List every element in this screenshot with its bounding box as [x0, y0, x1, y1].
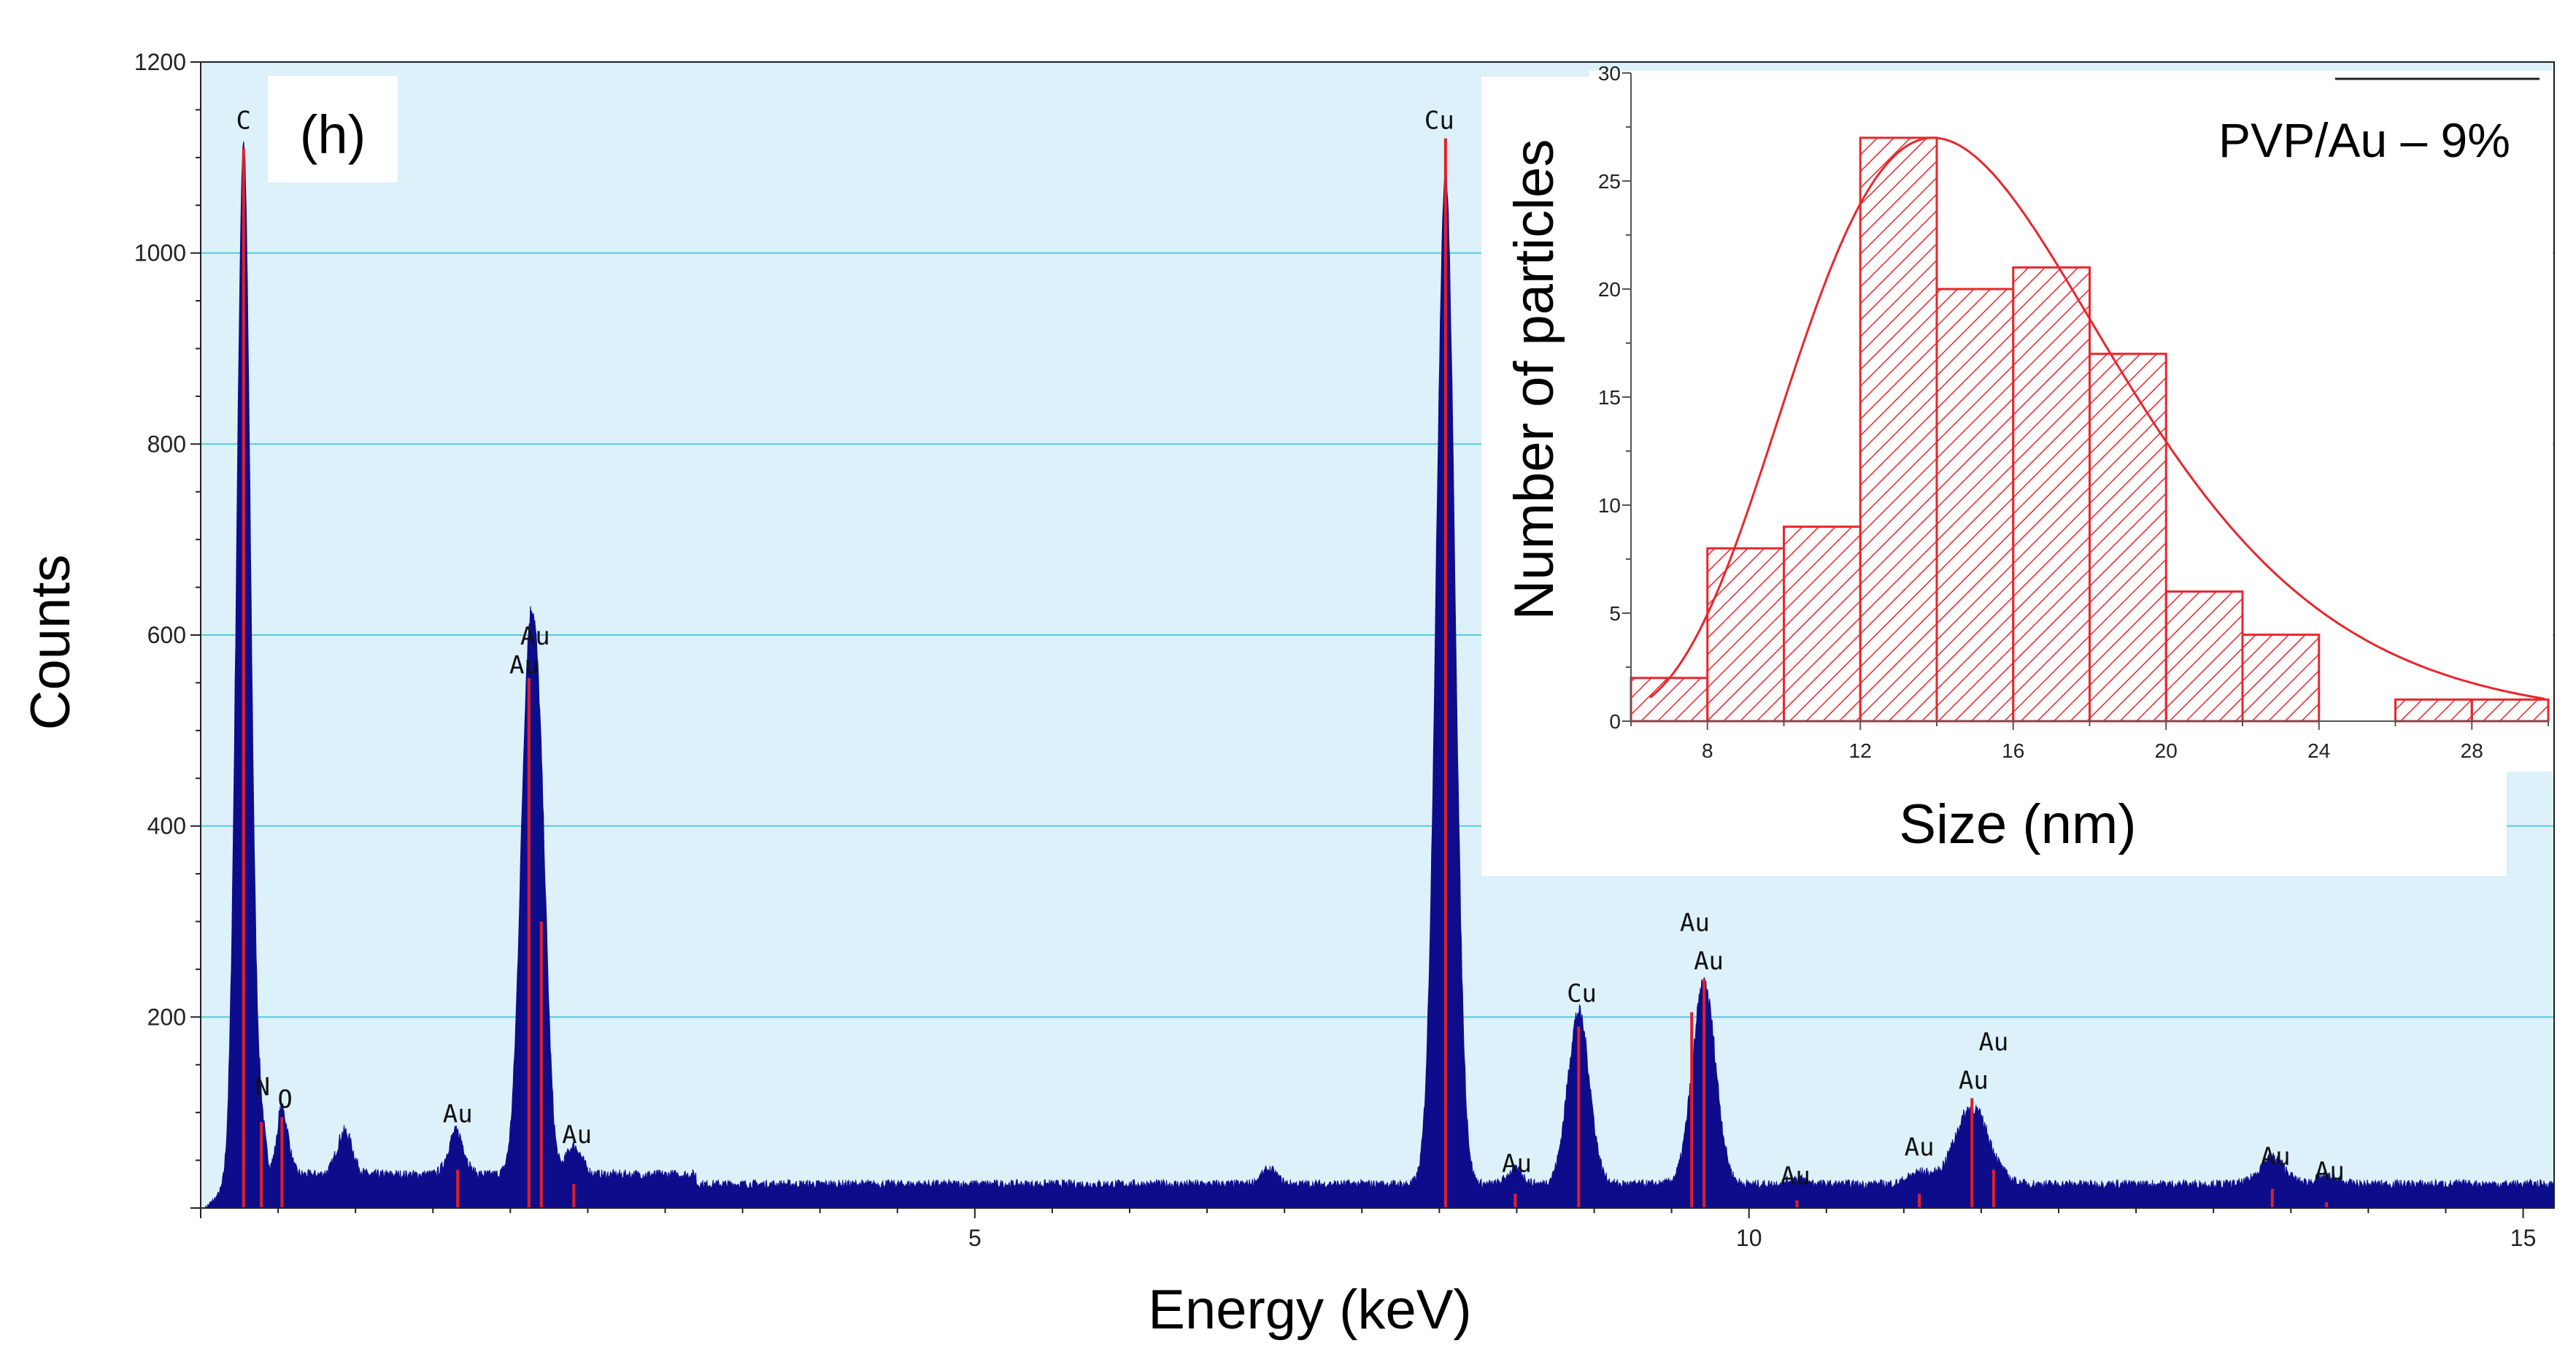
peak-label: Au	[509, 650, 539, 680]
x-tick-label: 5	[968, 1225, 982, 1251]
hist-y-tick-label: 10	[1598, 494, 1621, 517]
inset-y-axis-label: Number of particles	[1503, 139, 1565, 620]
peak-label: Au	[1905, 1133, 1935, 1162]
y-tick-label: 1000	[134, 240, 186, 266]
hist-x-tick-label: 24	[2307, 739, 2330, 762]
peak-label: Au	[1502, 1149, 1532, 1178]
x-axis-label: Energy (keV)	[1148, 1279, 1472, 1341]
hist-y-tick-label: 5	[1609, 602, 1621, 625]
peak-label: Au	[443, 1099, 473, 1128]
histogram-bar	[1859, 136, 1938, 723]
y-axis-label: Counts	[20, 555, 82, 731]
hist-y-tick-label: 20	[1598, 278, 1621, 301]
histogram-bar	[1630, 677, 1709, 723]
peak-label: N	[255, 1073, 270, 1102]
histogram-bar	[2394, 698, 2473, 723]
peak-label: Au	[1959, 1066, 1989, 1095]
peak-label: Au	[2261, 1142, 2291, 1172]
inset-x-axis-label: Size (nm)	[1899, 793, 2136, 855]
histogram-bar	[1706, 547, 1785, 723]
inset-title-box	[2182, 91, 2547, 182]
y-tick-label: 600	[147, 622, 186, 648]
x-axis-ticks: 5 10 15	[200, 1208, 2537, 1251]
y-axis-ticks: 200 400 600 800 1000 1200	[134, 49, 201, 1209]
histogram-bar	[2241, 634, 2321, 723]
y-tick-label: 1200	[134, 49, 186, 75]
figure-label: (h)	[300, 104, 366, 165]
peak-label: Au	[1978, 1028, 2008, 1057]
hist-y-tick-label: 0	[1609, 710, 1621, 733]
y-tick-label: 800	[147, 431, 186, 457]
hist-y-tick-label: 30	[1598, 62, 1621, 85]
histogram-bar	[2089, 353, 2167, 723]
hist-x-tick-label: 16	[2002, 739, 2024, 762]
spectrum-area	[204, 141, 2555, 1209]
y-tick-label: 200	[147, 1004, 186, 1030]
peak-label: C	[236, 107, 251, 136]
hist-x-tick-label: 12	[1849, 739, 1872, 762]
inset-title: PVP/Au – 9%	[2218, 113, 2510, 167]
peak-label: Au	[1781, 1161, 1810, 1190]
histogram-bar	[1935, 288, 2015, 723]
size-histogram-inset: 0 5 10 15 20 25 30 8 12 16 20 24 28 PVP/Au – 9% Siz…	[1481, 62, 2553, 876]
peak-label: Au	[2315, 1157, 2345, 1186]
peak-label: Au	[520, 622, 550, 651]
peak-label: Cu	[1567, 979, 1597, 1008]
histogram-bar	[1783, 526, 1862, 723]
peak-label: Cu	[1424, 107, 1454, 136]
x-tick-label: 15	[2510, 1225, 2537, 1251]
hist-y-tick-label: 25	[1598, 170, 1621, 193]
peak-label: Au	[1694, 947, 1724, 976]
x-tick-label: 10	[1736, 1225, 1762, 1251]
figure-label-box	[268, 76, 398, 182]
hist-x-tick-label: 8	[1702, 739, 1713, 762]
histogram-bar	[2470, 698, 2550, 723]
peak-label: Au	[1680, 909, 1710, 938]
histogram-bar	[2164, 590, 2244, 723]
hist-x-tick-label: 28	[2461, 739, 2483, 762]
lognormal-fit-curve	[1649, 136, 2545, 700]
histogram-y-ticks: 0 5 10 15 20 25 30	[1598, 62, 1631, 733]
hist-x-tick-label: 20	[2155, 739, 2178, 762]
peak-label: O	[277, 1085, 292, 1115]
histogram-bar	[2012, 266, 2091, 723]
peak-markers	[242, 138, 2329, 1208]
histogram-x-ticks: 8 12 16 20 24 28	[1630, 721, 2549, 762]
peak-label: Au	[562, 1120, 592, 1150]
histogram-bars	[1630, 136, 2550, 723]
y-tick-label: 400	[147, 813, 186, 839]
hist-y-tick-label: 15	[1598, 386, 1621, 409]
